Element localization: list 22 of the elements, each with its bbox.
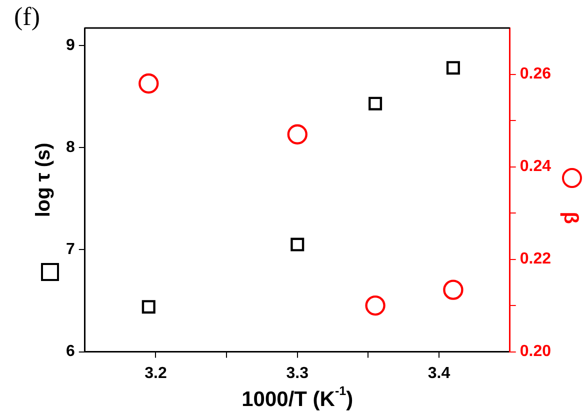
y-axis-title: log τ (s) xyxy=(32,142,55,218)
y-tick-label: 8 xyxy=(66,138,75,156)
point xyxy=(290,238,304,252)
point xyxy=(446,61,460,75)
y2-axis-title: β xyxy=(559,212,582,224)
y-tick-label: 9 xyxy=(66,36,75,54)
point xyxy=(443,280,464,300)
x-tick-label: 3.3 xyxy=(286,364,309,382)
y2-tick-label: 0.24 xyxy=(520,158,552,176)
y-tick-label: 7 xyxy=(66,241,75,258)
y2-tick-label: 0.20 xyxy=(520,343,552,360)
y2-tick-label: 0.22 xyxy=(520,250,552,268)
point xyxy=(142,300,156,314)
y2-tick-label: 0.26 xyxy=(520,66,552,83)
text: (f) xyxy=(14,2,40,31)
point xyxy=(365,295,386,316)
x-tick-label: 3.4 xyxy=(428,364,450,382)
point xyxy=(287,124,308,144)
point xyxy=(368,96,382,110)
point xyxy=(138,73,159,94)
y-tick-label: 6 xyxy=(66,343,75,360)
x-tick-label: 3.2 xyxy=(144,364,167,382)
